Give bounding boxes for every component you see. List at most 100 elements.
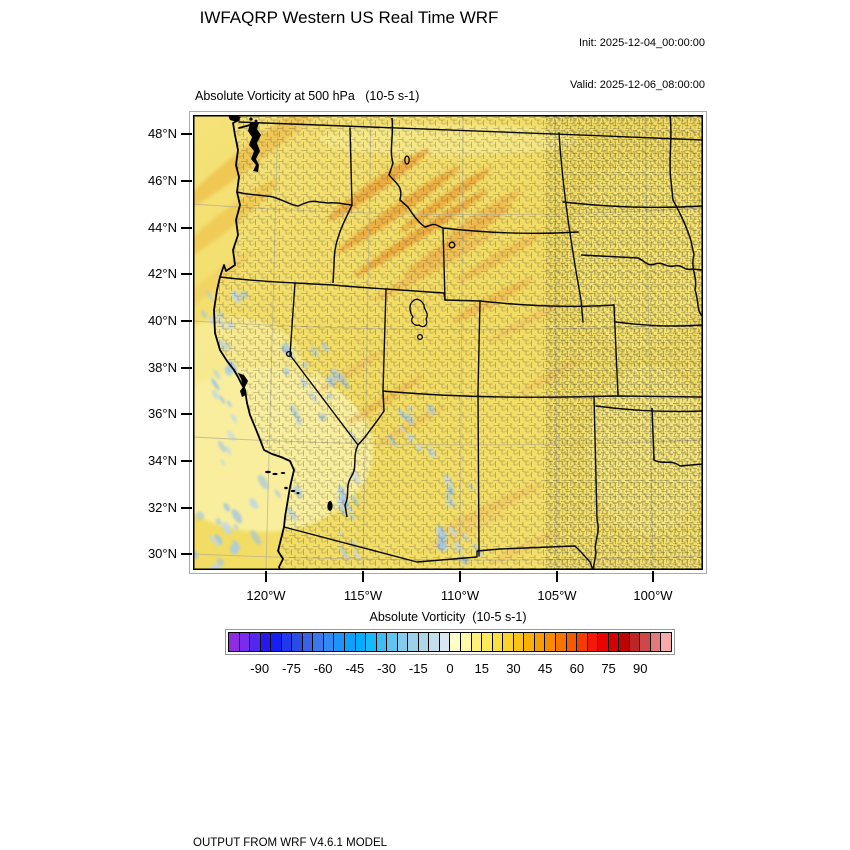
- colorbar-cell: [629, 633, 641, 651]
- lat-tick-mark: [181, 180, 192, 182]
- colorbar-cell: [650, 633, 662, 651]
- colorbar-cell: [577, 633, 588, 651]
- page-title: IWFAQRP Western US Real Time WRF: [199, 8, 499, 27]
- colorbar-tick-label: -90: [250, 661, 270, 676]
- lon-tick-label: 100°W: [633, 588, 673, 603]
- lat-tick-label: 46°N: [147, 173, 177, 188]
- colorbar-tick-label: -45: [345, 661, 365, 676]
- lat-tick-label: 38°N: [147, 360, 177, 375]
- map-panel: [189, 111, 707, 574]
- colorbar-tick-label: 30: [506, 661, 521, 676]
- lat-tick-label: 40°N: [147, 313, 177, 328]
- flathead-lake: [404, 155, 410, 165]
- colorbar-cell: [482, 633, 493, 651]
- colorbar-cell: [503, 633, 514, 651]
- colorbar-cell: [408, 633, 419, 651]
- colorbar-cell: [239, 633, 251, 651]
- colorbar-cell: [292, 633, 303, 651]
- colorbar-tick-label: -15: [408, 661, 428, 676]
- field-subtitle: Absolute Vorticity at 500 hPa (10-5 s-1): [195, 89, 420, 103]
- colorbar-cell: [271, 633, 282, 651]
- lat-tick-mark: [181, 460, 192, 462]
- valid-time: Valid: 2025-12-06_08:00:00: [570, 79, 705, 91]
- colorbar-cell: [281, 633, 293, 651]
- colorbar-tick-label: 90: [633, 661, 648, 676]
- footer-line1: OUTPUT FROM WRF V4.6.1 MODEL: [193, 837, 388, 849]
- lat-tick-label: 34°N: [147, 453, 177, 468]
- lon-tick-mark: [362, 571, 364, 582]
- colorbar-cell: [334, 633, 346, 651]
- colorbar-cell: [450, 633, 462, 651]
- colorbar-cell: [640, 633, 651, 651]
- colorbar-cell: [397, 633, 409, 651]
- strait-juan-de-fuca: [238, 124, 251, 129]
- lon-tick-label: 115°W: [343, 588, 383, 603]
- colorbar-cell: [566, 633, 578, 651]
- colorbar-tick-label: 45: [537, 661, 553, 676]
- colorbar-cell: [313, 633, 324, 651]
- colorbar-cell: [387, 633, 398, 651]
- lat-tick-label: 42°N: [147, 266, 177, 281]
- lat-tick-mark: [181, 133, 192, 135]
- lon-tick-label: 105°W: [537, 588, 577, 603]
- lat-tick-label: 32°N: [147, 500, 177, 515]
- great-salt-lake: [409, 298, 428, 328]
- lat-tick-mark: [181, 273, 192, 275]
- lon-tick-mark: [652, 571, 654, 582]
- colorbar-tick-label: 75: [601, 661, 616, 676]
- colorbar-tick-label: 15: [474, 661, 489, 676]
- colorbar-cell: [376, 633, 388, 651]
- model-config-footer: OUTPUT FROM WRF V4.6.1 MODEL WE = 310 ; …: [193, 808, 645, 850]
- lat-tick-label: 36°N: [147, 406, 177, 421]
- lon-tick-label: 110°W: [440, 588, 480, 603]
- colorbar-cell: [366, 633, 377, 651]
- colorbar-cell: [439, 633, 451, 651]
- water-bodies: [228, 115, 456, 511]
- colorbar-cell: [619, 633, 630, 651]
- colorbar-cell: [513, 633, 525, 651]
- san-francisco-bay: [238, 373, 248, 397]
- colorbar-cell: [608, 633, 620, 651]
- salton-sea: [327, 501, 333, 511]
- pacific-coastline: [213, 115, 295, 570]
- model-timestamp: Init: 2025-12-04_00:00:00 Valid: 2025-12…: [570, 8, 705, 120]
- init-time: Init: 2025-12-04_00:00:00: [579, 37, 705, 49]
- lat-tick-mark: [181, 367, 192, 369]
- county-boundaries: [214, 115, 703, 570]
- utah-lake: [416, 333, 424, 341]
- colorbar-cell: [534, 633, 546, 651]
- colorbar-cell: [260, 633, 272, 651]
- lat-tick-mark: [181, 320, 192, 322]
- colorbar-cell: [418, 633, 430, 651]
- colorbar-cell: [250, 633, 261, 651]
- colorbar: [225, 629, 675, 655]
- lat-tick-mark: [181, 507, 192, 509]
- colorbar-cell: [429, 633, 440, 651]
- colorbar-cell: [302, 633, 314, 651]
- colorbar-cell: [323, 633, 335, 651]
- colorbar-tick-label: -30: [377, 661, 396, 676]
- lat-tick-mark: [181, 553, 192, 555]
- colorbar-tick-label: -60: [313, 661, 333, 676]
- colorbar-tick-label: 0: [446, 661, 454, 676]
- lon-tick-label: 120°W: [246, 588, 286, 603]
- colorbar-cell: [545, 633, 556, 651]
- lat-tick-mark: [181, 227, 192, 229]
- lon-tick-mark: [265, 571, 267, 582]
- colorbar-cell: [471, 633, 483, 651]
- lat-tick-mark: [181, 413, 192, 415]
- map-frame: [193, 115, 703, 570]
- colorbar-tick-label: 60: [569, 661, 585, 676]
- colorbar-cell: [661, 633, 671, 651]
- lat-tick-label: 30°N: [147, 546, 177, 561]
- colorbar-cell: [587, 633, 599, 651]
- colorbar-cell: [355, 633, 367, 651]
- colorbar-cell: [555, 633, 567, 651]
- colorbar-title: Absolute Vorticity (10-5 s-1): [369, 610, 527, 624]
- colorbar-cell: [461, 633, 472, 651]
- channel-islands: [265, 470, 300, 494]
- colorbar-cell: [598, 633, 609, 651]
- colorbar-cell: [229, 633, 240, 651]
- state-boundaries: [219, 115, 703, 570]
